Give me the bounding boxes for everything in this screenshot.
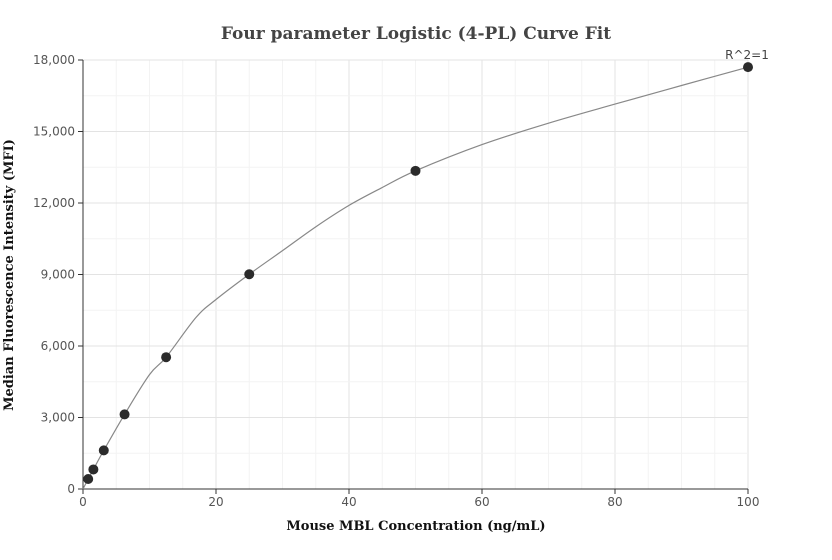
y-tick-label: 6,000 <box>41 339 75 353</box>
chart-title: Four parameter Logistic (4-PL) Curve Fit <box>221 24 611 44</box>
data-point <box>410 165 421 176</box>
data-point <box>119 409 130 420</box>
x-tick-label: 40 <box>341 495 356 509</box>
x-tick-label: 0 <box>79 495 87 509</box>
data-point <box>743 62 753 73</box>
y-tick-label: 15,000 <box>33 125 75 139</box>
data-point <box>88 464 99 475</box>
x-axis-label: Mouse MBL Concentration (ng/mL) <box>286 519 545 534</box>
y-tick-label: 3,000 <box>41 411 75 425</box>
r-squared-label: R^2=1 <box>725 48 769 62</box>
y-tick-label: 12,000 <box>33 196 75 210</box>
y-tick-label: 9,000 <box>41 268 75 282</box>
y-tick-label: 18,000 <box>33 53 75 67</box>
fit-curve <box>82 66 749 490</box>
data-point <box>244 269 255 280</box>
y-tick-label: 0 <box>67 482 75 496</box>
data-points <box>83 62 753 484</box>
x-tick-label: 60 <box>474 495 489 509</box>
x-tick-label: 100 <box>737 495 760 509</box>
data-point <box>98 445 109 456</box>
grid <box>82 59 749 490</box>
tick-labels: 0 20 40 60 80 100 0 3,000 6,000 9,000 12,000 15,000… <box>33 53 759 509</box>
annotations: R^2=1 <box>725 48 769 62</box>
data-point <box>83 473 94 484</box>
data-point <box>161 352 172 363</box>
axes <box>78 59 749 494</box>
x-tick-label: 20 <box>208 495 223 509</box>
x-tick-label: 80 <box>607 495 622 509</box>
y-axis-label: Median Fluorescence Intensity (MFI) <box>2 139 17 411</box>
